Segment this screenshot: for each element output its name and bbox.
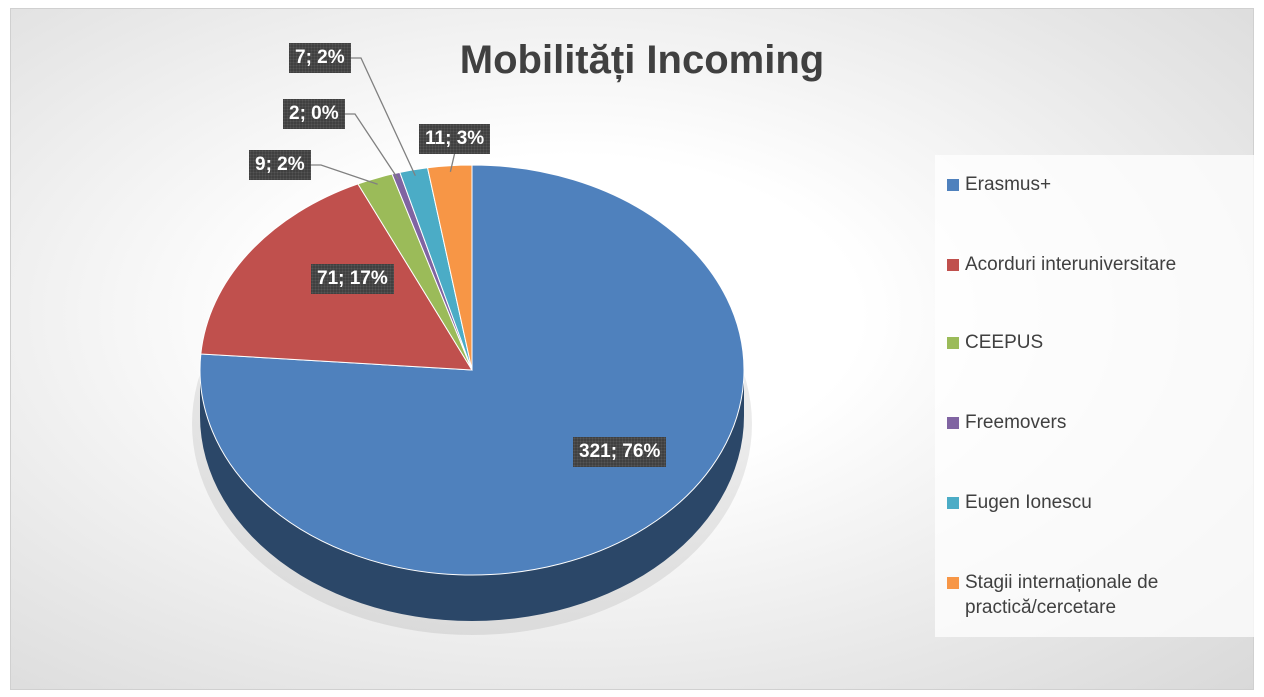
pie-slice-side	[200, 370, 744, 621]
leader-line	[345, 113, 399, 180]
pie-slice	[426, 164, 473, 371]
legend-label: CEEPUS	[965, 332, 1044, 353]
data-label: 321; 76%	[573, 437, 667, 467]
data-label: 71; 17%	[311, 264, 394, 294]
data-label: 9; 2%	[249, 150, 311, 180]
data-label: 7; 2%	[289, 43, 351, 73]
legend-item: Stagii internaționale de practică/cercet…	[947, 570, 1252, 620]
legend-item: Freemovers	[947, 410, 1252, 435]
legend-label: Stagii internaționale de practică/cercet…	[965, 572, 1159, 618]
legend-swatch	[947, 497, 959, 509]
leader-line	[449, 153, 456, 172]
leader-line	[351, 57, 416, 177]
legend-item: Erasmus+	[947, 172, 1252, 197]
legend-item: Acorduri interuniversitare	[947, 252, 1252, 277]
legend-label: Erasmus+	[965, 174, 1052, 195]
legend-swatch	[947, 577, 959, 589]
legend: Erasmus+ Acorduri interuniversitare CEEPUS…	[935, 155, 1258, 637]
data-label: 2; 0%	[283, 99, 345, 129]
legend-item: CEEPUS	[947, 330, 1252, 355]
legend-label: Freemovers	[965, 412, 1067, 433]
legend-item: Eugen Ionescu	[947, 490, 1252, 515]
legend-label: Eugen Ionescu	[965, 492, 1092, 513]
legend-swatch	[947, 179, 959, 191]
legend-swatch	[947, 417, 959, 429]
legend-swatch	[947, 259, 959, 271]
leader-line	[311, 164, 378, 185]
legend-swatch	[947, 337, 959, 349]
legend-label: Acorduri interuniversitare	[965, 254, 1177, 275]
data-label: 11; 3%	[419, 124, 491, 154]
chart-title: Mobilități Incoming	[459, 38, 825, 82]
